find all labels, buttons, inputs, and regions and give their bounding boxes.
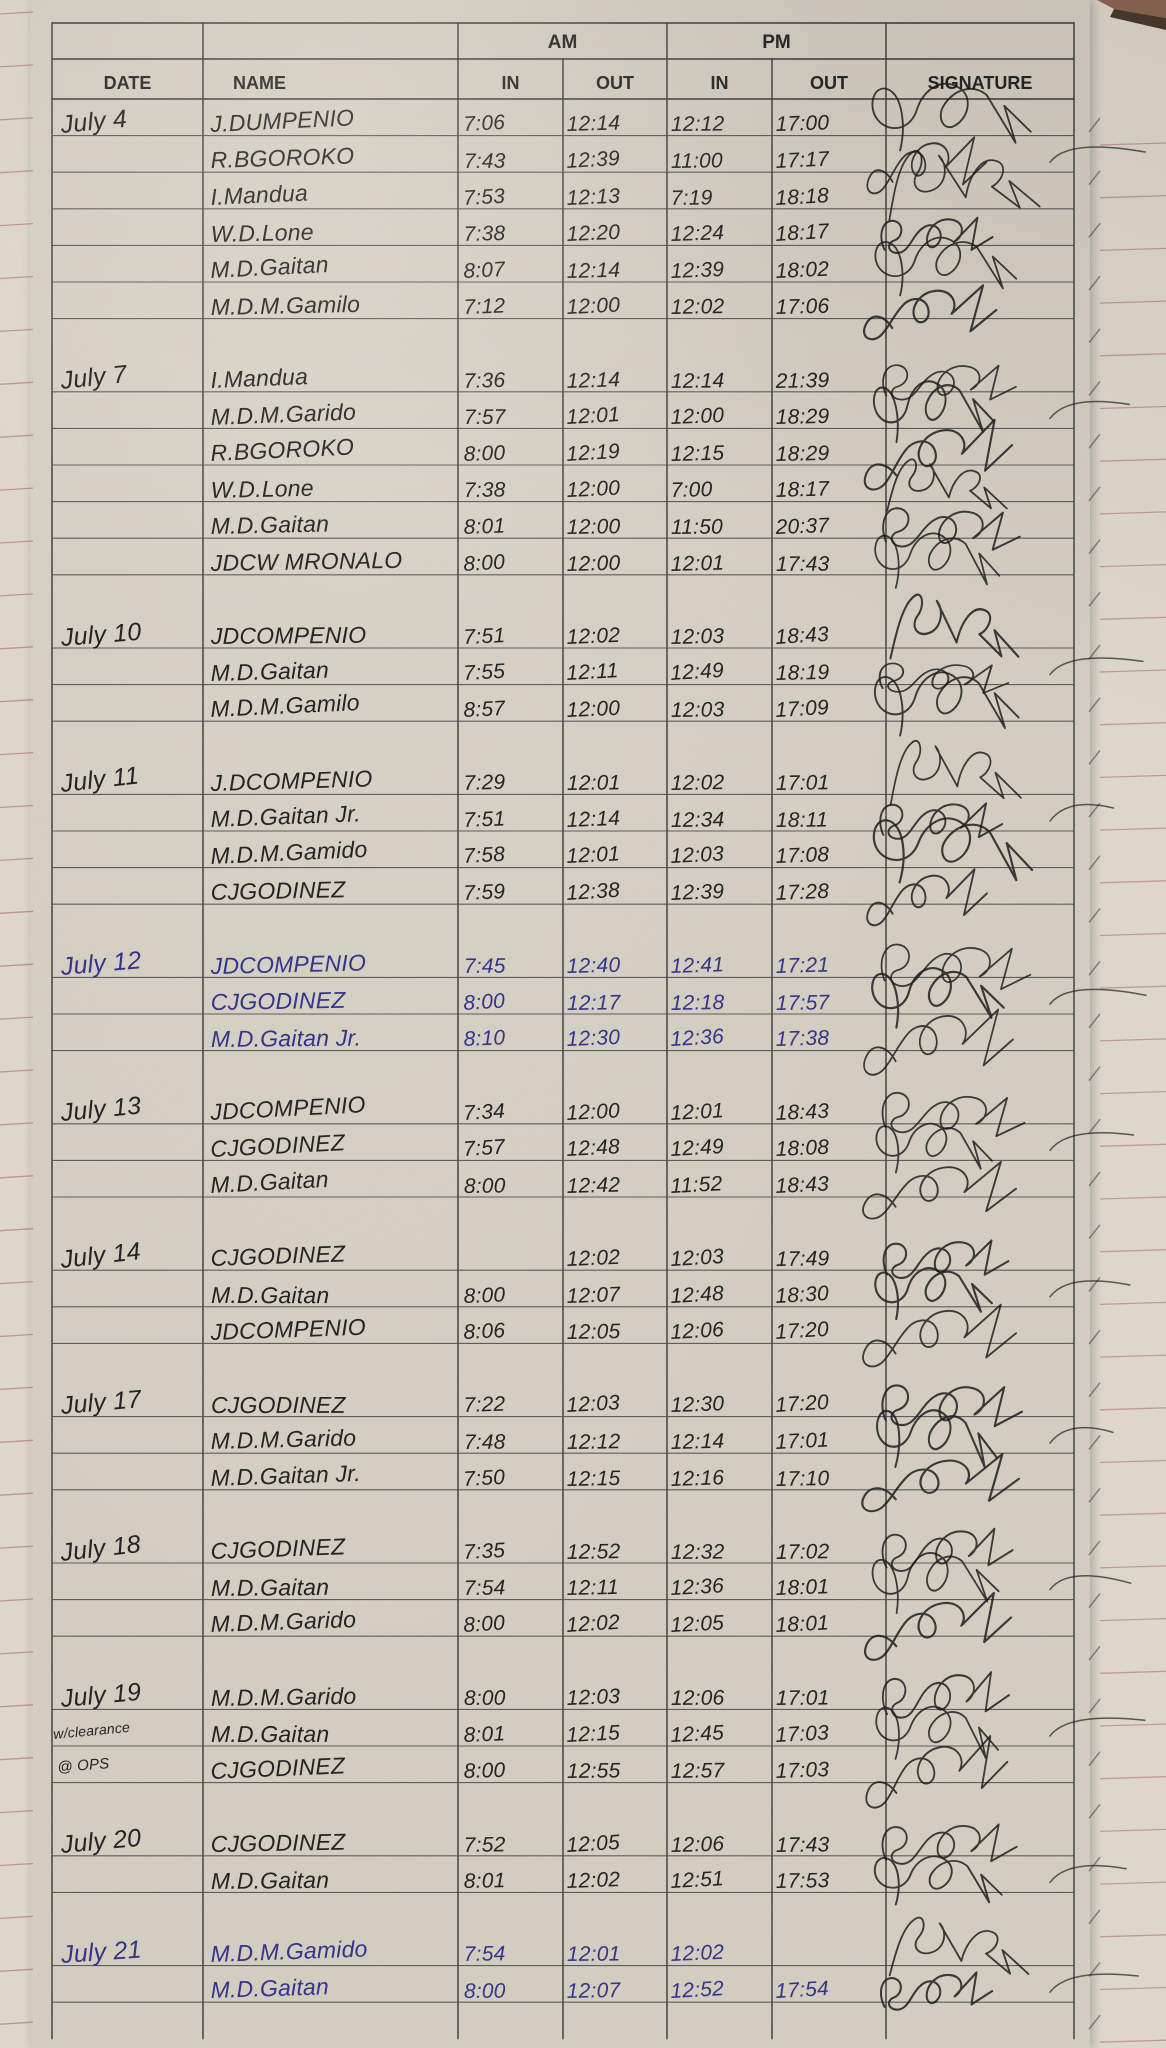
svg-text:AM: AM — [548, 32, 578, 53]
svg-text:OUT: OUT — [596, 73, 634, 93]
svg-text:NAME: NAME — [233, 73, 286, 93]
svg-text:IN: IN — [502, 73, 520, 93]
svg-text:OUT: OUT — [810, 73, 848, 93]
svg-text:DATE: DATE — [104, 73, 152, 93]
svg-text:IN: IN — [711, 73, 729, 93]
svg-text:PM: PM — [762, 32, 791, 53]
